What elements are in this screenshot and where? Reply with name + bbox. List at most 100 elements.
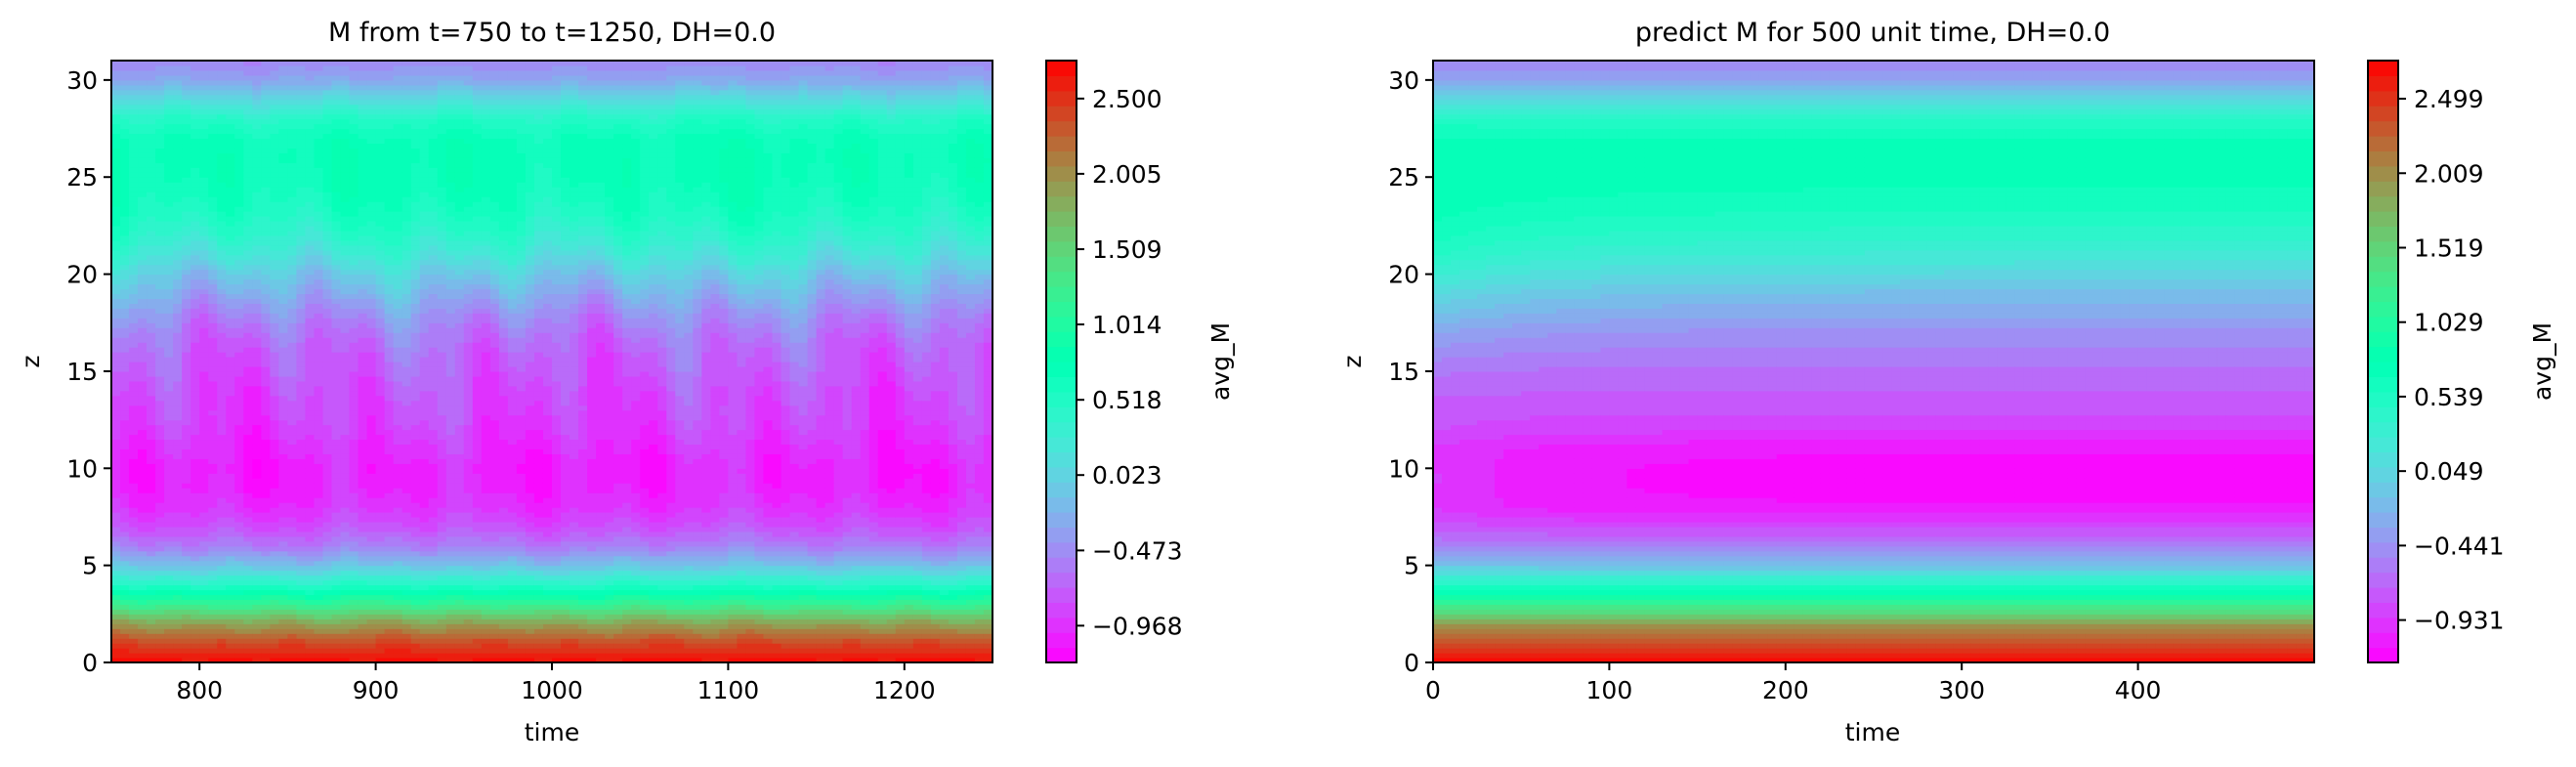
heatmap-cell (164, 230, 174, 236)
heatmap-cell (349, 177, 359, 183)
heatmap-cell (358, 234, 368, 241)
heatmap-cell (190, 104, 200, 110)
heatmap-cell (208, 128, 218, 135)
heatmap-cell (147, 560, 156, 567)
heatmap-cell (226, 463, 235, 469)
heatmap-cell (445, 565, 456, 572)
heatmap-cell (349, 118, 359, 125)
heatmap-cell (138, 473, 148, 479)
heatmap-cell (296, 448, 307, 454)
heatmap-cell (410, 478, 421, 484)
heatmap-cell (384, 521, 395, 528)
heatmap-cell (393, 104, 403, 110)
heatmap-cell (243, 244, 253, 251)
heatmap-cell (401, 254, 412, 261)
heatmap-cell (454, 259, 465, 266)
heatmap-cell (164, 385, 174, 392)
heatmap-cell (120, 540, 130, 547)
heatmap-cell (182, 643, 191, 649)
heatmap-cell (252, 633, 262, 639)
heatmap-cell (278, 332, 288, 338)
heatmap-cell (199, 628, 209, 634)
heatmap-cell (428, 225, 439, 232)
heatmap-cell (270, 187, 279, 192)
heatmap-cell (226, 414, 235, 421)
heatmap-cell (234, 74, 244, 81)
heatmap-cell (243, 419, 253, 426)
heatmap-cell (322, 123, 333, 130)
heatmap-cell (305, 192, 316, 197)
heatmap-cell (349, 254, 359, 261)
heatmap-cell (287, 584, 298, 591)
heatmap-cell (217, 531, 227, 537)
heatmap-cell (287, 453, 298, 459)
heatmap-cell (182, 463, 191, 469)
heatmap-cell (173, 61, 183, 66)
heatmap-cell (252, 182, 262, 188)
heatmap-cell (120, 177, 130, 183)
heatmap-cell (155, 483, 165, 489)
heatmap-cell (138, 347, 148, 353)
heatmap-cell (138, 84, 148, 91)
heatmap-cell (190, 643, 200, 649)
heatmap-cell (305, 99, 316, 106)
heatmap-cell (375, 424, 386, 431)
heatmap-cell (261, 152, 271, 158)
heatmap-cell (208, 220, 218, 227)
heatmap-cell (314, 64, 324, 71)
heatmap-cell (349, 550, 359, 557)
heatmap-cell (111, 535, 121, 542)
heatmap-cell (340, 152, 351, 158)
heatmap-cell (190, 618, 200, 624)
heatmap-cell (384, 658, 395, 663)
heatmap-cell (199, 473, 209, 479)
heatmap-cell (138, 254, 148, 261)
heatmap-cell (305, 395, 316, 402)
heatmap-cell (226, 128, 235, 135)
heatmap-cell (252, 604, 262, 610)
heatmap-cell (147, 244, 156, 251)
heatmap-cell (287, 332, 298, 338)
heatmap-cell (410, 249, 421, 256)
heatmap-cell (199, 249, 209, 256)
heatmap-cell (384, 104, 395, 110)
heatmap-cell (270, 157, 279, 163)
heatmap-cell (199, 84, 209, 91)
heatmap-cell (428, 61, 439, 66)
heatmap-cell (287, 288, 298, 295)
heatmap-cell (278, 177, 288, 183)
heatmap-cell (322, 108, 333, 115)
heatmap-cell (322, 395, 333, 402)
heatmap-cell (314, 337, 324, 343)
heatmap-cell (428, 133, 439, 140)
heatmap-cell (252, 192, 262, 197)
heatmap-cell (437, 148, 447, 153)
heatmap-cell (375, 288, 386, 295)
heatmap-cell (217, 405, 227, 411)
heatmap-cell (226, 483, 235, 489)
heatmap-cell (287, 352, 298, 358)
heatmap-cell (278, 628, 288, 634)
heatmap-cell (190, 352, 200, 358)
heatmap-cell (190, 322, 200, 328)
heatmap-cell (287, 196, 298, 202)
heatmap-cell (252, 648, 262, 654)
heatmap-cell (314, 434, 324, 441)
heatmap-cell (445, 264, 456, 271)
heatmap-cell (322, 64, 333, 71)
heatmap-cell (410, 234, 421, 241)
heatmap-cell (234, 648, 244, 654)
heatmap-cell (410, 473, 421, 479)
heatmap-cell (243, 352, 253, 358)
heatmap-cell (419, 609, 430, 615)
heatmap-cell (305, 623, 316, 629)
heatmap-cell (366, 463, 377, 469)
heatmap-cell (129, 419, 139, 426)
heatmap-cell (261, 609, 271, 615)
heatmap-cell (164, 429, 174, 436)
heatmap-cell (340, 512, 351, 518)
heatmap-cell (393, 535, 403, 542)
heatmap-cell (340, 385, 351, 392)
heatmap-cell (138, 167, 148, 173)
heatmap-cell (147, 298, 156, 304)
